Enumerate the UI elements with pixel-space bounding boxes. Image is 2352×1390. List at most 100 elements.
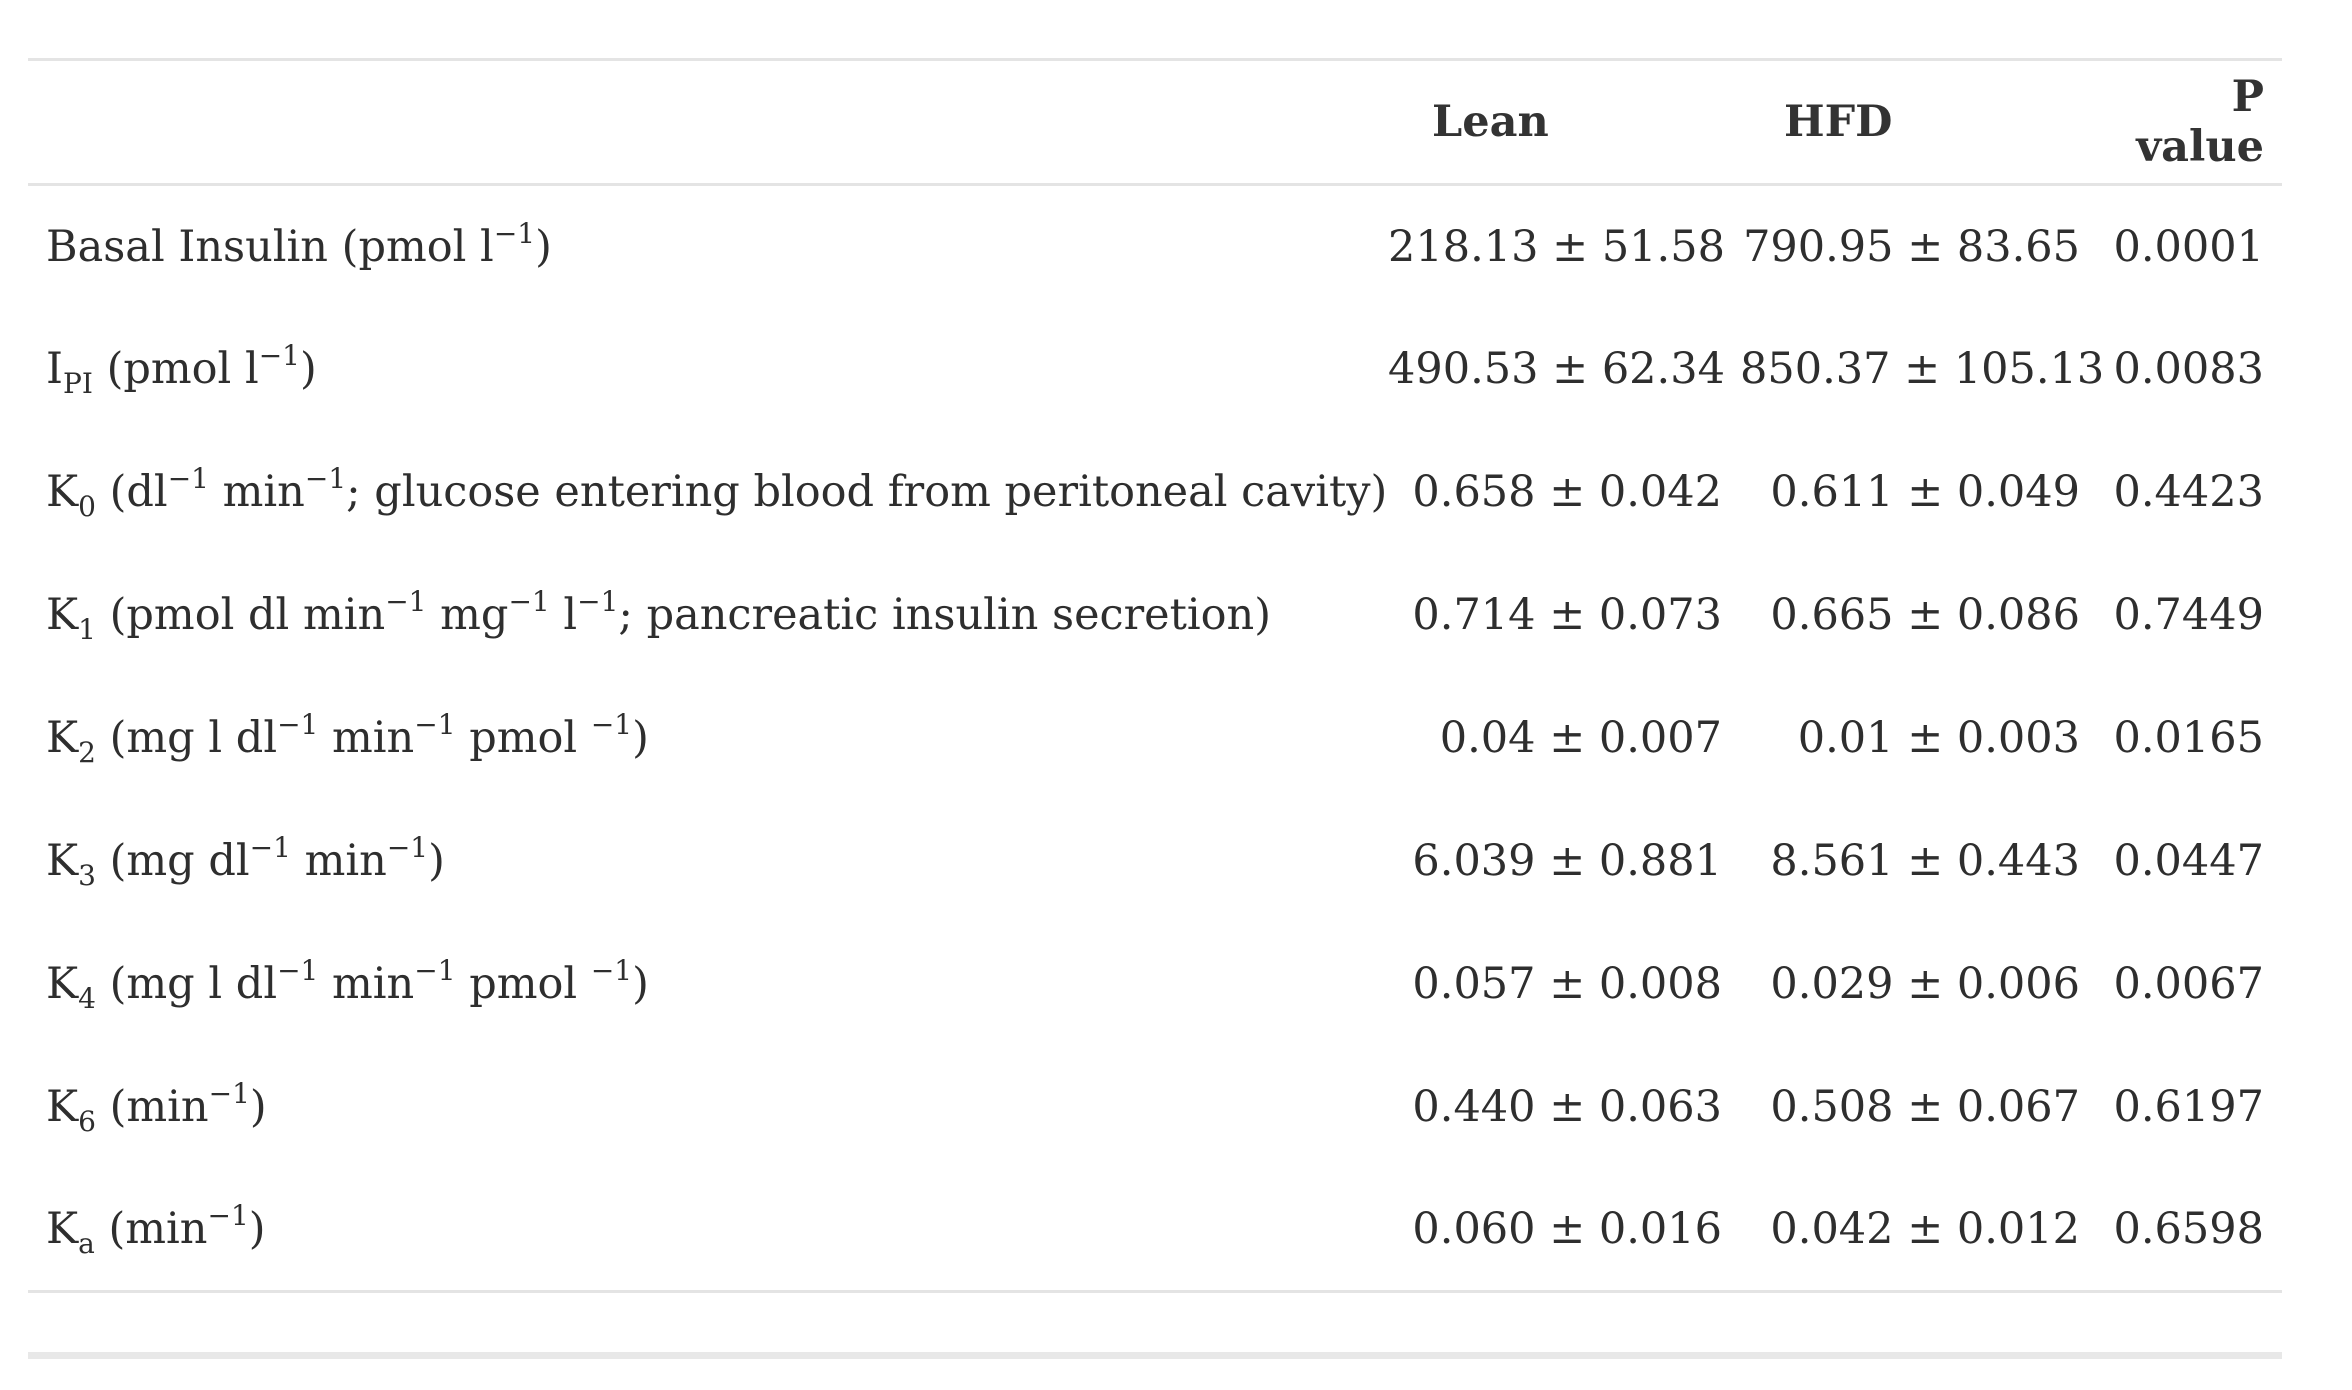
param-superscript: −1 [590,708,633,741]
param-text: Basal Insulin (pmol l [46,221,494,272]
table-row: K2 (mg l dl−1 min−1 pmol −1) 0.04 ± 0.00… [28,677,2282,800]
p-value: 0.0447 [2113,836,2264,886]
lean-value: 0.714 ± 0.073 [1412,590,1722,640]
param-subscript: a [78,1227,95,1261]
param-text: min [318,713,415,763]
param-text: l [549,590,578,640]
hfd-value: 8.561 ± 0.443 [1770,836,2080,886]
param-subscript: 2 [78,736,96,769]
hfd-value: 0.508 ± 0.067 [1770,1082,2080,1132]
param-text: (mg l dl [95,959,278,1009]
param-text: K [46,959,79,1009]
param-text: K [46,590,79,640]
table-row: K3 (mg dl−1 min−1) 6.039 ± 0.881 8.561 ±… [28,800,2282,923]
p-value: 0.0165 [2113,713,2264,763]
bottom-divider [28,1352,2282,1359]
param-text: mg [426,590,509,640]
param-superscript: −1 [493,216,536,250]
param-text: K [46,836,79,886]
param-superscript: −1 [167,462,209,495]
table-header-row: Lean HFD P value [28,59,2282,185]
param-superscript: −1 [249,831,291,864]
param-text: ; glucose entering blood from peritoneal… [346,467,1388,517]
param-text: K [46,1082,79,1132]
param-text: (dl [95,467,168,517]
param-superscript: −1 [385,585,427,618]
lean-value: 0.060 ± 0.016 [1412,1204,1722,1255]
param-subscript: 3 [78,859,96,892]
param-text: K [46,1204,79,1255]
hfd-value: 0.029 ± 0.006 [1770,959,2080,1009]
param-text: (pmol dl min [95,590,386,640]
parameter-cell: K4 (mg l dl−1 min−1 pmol −1) [28,923,1388,1046]
table-row: K6 (min−1) 0.440 ± 0.063 0.508 ± 0.067 0… [28,1046,2282,1169]
param-text: ) [428,836,445,886]
table-row: Ka (min−1) 0.060 ± 0.016 0.042 ± 0.012 0… [28,1169,2282,1292]
param-text: min [208,467,305,517]
param-text: ) [535,221,552,272]
lean-value: 218.13 ± 51.58 [1388,221,1725,272]
header-p-value: P value [2136,72,2264,172]
param-subscript: 6 [78,1105,96,1138]
param-subscript: 4 [78,982,96,1015]
param-superscript: −1 [304,462,347,495]
hfd-value: 0.665 ± 0.086 [1770,590,2080,640]
parameter-cell: Ka (min−1) [28,1169,1388,1292]
param-superscript: −1 [208,1077,250,1110]
parameter-cell: K6 (min−1) [28,1046,1388,1169]
lean-value: 6.039 ± 0.881 [1412,836,1722,886]
param-text: K [46,713,79,763]
parameter-cell: K1 (pmol dl min−1 mg−1 l−1; pancreatic i… [28,554,1388,677]
param-superscript: −1 [207,1199,249,1233]
table-row: IPI (pmol l−1) 490.53 ± 62.34 850.37 ± 1… [28,308,2282,431]
parameters-table: Lean HFD P value Basal Insulin (pmol l−1… [28,58,2282,1293]
p-value: 0.0083 [2113,344,2264,394]
param-superscript: −1 [577,585,619,618]
param-text: min [290,836,387,886]
param-text: ; pancreatic insulin secretion) [618,590,1272,640]
param-text: K [46,467,79,517]
param-subscript: 0 [78,490,96,523]
param-superscript: −1 [386,831,429,864]
p-value: 0.6598 [2113,1204,2264,1255]
param-text: (min [94,1204,208,1255]
lean-value: 0.440 ± 0.063 [1412,1082,1722,1132]
param-text: ) [632,713,649,763]
param-text: pmol [455,713,591,763]
p-value: 0.0001 [2113,221,2264,272]
hfd-value: 790.95 ± 83.65 [1743,221,2080,272]
param-superscript: −1 [277,954,319,987]
parameter-cell: K0 (dl−1 min−1; glucose entering blood f… [28,431,1388,554]
table-row: K4 (mg l dl−1 min−1 pmol −1) 0.057 ± 0.0… [28,923,2282,1046]
param-text: (min [95,1082,209,1132]
param-text: ) [300,344,317,394]
param-text: min [318,959,415,1009]
param-superscript: −1 [508,585,550,618]
hfd-value: 850.37 ± 105.13 [1740,344,2105,394]
p-value: 0.7449 [2113,590,2264,640]
param-superscript: −1 [590,954,633,987]
parameter-cell: Basal Insulin (pmol l−1) [28,185,1388,308]
p-value: 0.0067 [2113,959,2264,1009]
param-text: pmol [455,959,591,1009]
parameter-cell: K2 (mg l dl−1 min−1 pmol −1) [28,677,1388,800]
header-parameter [28,60,1388,185]
lean-value: 0.04 ± 0.007 [1439,713,1722,763]
lean-value: 490.53 ± 62.34 [1388,344,1725,394]
parameter-cell: K3 (mg dl−1 min−1) [28,800,1388,923]
param-text: (mg l dl [95,713,278,763]
parameters-table-container: Lean HFD P value Basal Insulin (pmol l−1… [28,58,2282,1293]
param-text: (mg dl [95,836,250,886]
p-value: 0.4423 [2113,467,2264,517]
table-row: K1 (pmol dl min−1 mg−1 l−1; pancreatic i… [28,554,2282,677]
param-superscript: −1 [414,708,456,741]
param-text: ) [632,959,649,1009]
param-subscript: 1 [78,613,96,646]
param-text: (pmol l [92,344,259,394]
param-text: ) [248,1204,266,1255]
param-text: I [46,344,63,394]
param-text: ) [249,1082,267,1132]
hfd-value: 0.611 ± 0.049 [1770,467,2080,517]
lean-value: 0.057 ± 0.008 [1412,959,1722,1009]
param-superscript: −1 [258,339,300,372]
